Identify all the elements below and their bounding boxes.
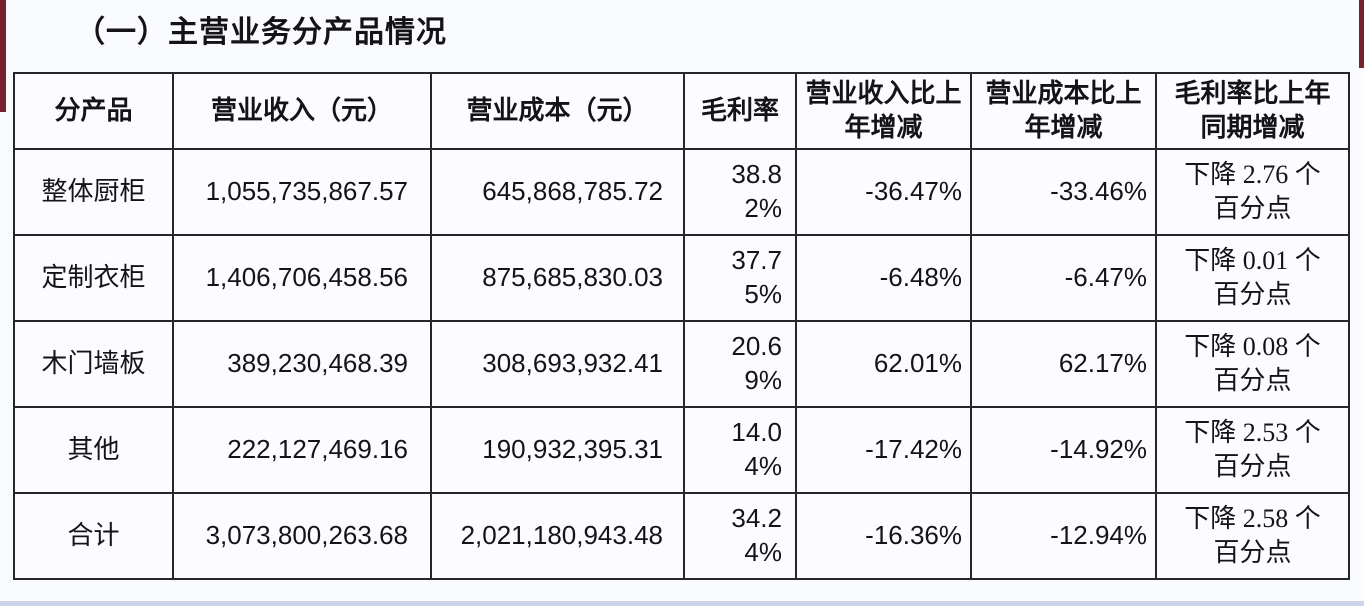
cost-cell: 308,693,932.41	[430, 320, 685, 408]
revenue-yoy-cell: -36.47%	[795, 148, 972, 236]
table-row-wardrobes: 定制衣柜 1,406,706,458.56 875,685,830.03 37.…	[13, 234, 1350, 322]
cost-cell: 875,685,830.03	[430, 234, 685, 322]
revenue-yoy-cell: -17.42%	[795, 406, 972, 494]
header-margin-yoy: 毛利率比上年同期增减	[1155, 72, 1350, 150]
cost-yoy-cell: -14.92%	[970, 406, 1157, 494]
margin-yoy-cell: 下降 0.01 个百分点	[1155, 234, 1350, 322]
table-row-total: 合计 3,073,800,263.68 2,021,180,943.48 34.…	[13, 492, 1350, 580]
product-table: 分产品 营业收入（元） 营业成本（元） 毛利率 营业收入比上年增减 营业成本比上…	[13, 72, 1350, 580]
table-row-kitchen-cabinets: 整体厨柜 1,055,735,867.57 645,868,785.72 38.…	[13, 148, 1350, 236]
header-revenue-yoy: 营业收入比上年增减	[795, 72, 972, 150]
table-row-doors-panels: 木门墙板 389,230,468.39 308,693,932.41 20.69…	[13, 320, 1350, 408]
revenue-yoy-cell: -16.36%	[795, 492, 972, 580]
table-row-other: 其他 222,127,469.16 190,932,395.31 14.04% …	[13, 406, 1350, 494]
product-cell: 木门墙板	[13, 320, 174, 408]
revenue-cell: 1,406,706,458.56	[172, 234, 432, 322]
header-row: 分产品 营业收入（元） 营业成本（元） 毛利率 营业收入比上年增减 营业成本比上…	[13, 72, 1350, 150]
cost-cell: 190,932,395.31	[430, 406, 685, 494]
bottom-edge-accent	[0, 601, 1364, 606]
cost-cell: 2,021,180,943.48	[430, 492, 685, 580]
page-title: （一）主营业务分产品情况	[75, 16, 447, 49]
gross-margin-cell: 14.04%	[683, 406, 797, 494]
left-edge-accent	[0, 0, 6, 112]
revenue-cell: 3,073,800,263.68	[172, 492, 432, 580]
header-cost-yoy: 营业成本比上年增减	[970, 72, 1157, 150]
margin-yoy-cell: 下降 2.58 个百分点	[1155, 492, 1350, 580]
margin-yoy-cell: 下降 2.76 个百分点	[1155, 148, 1350, 236]
cost-yoy-cell: -6.47%	[970, 234, 1157, 322]
gross-margin-cell: 37.75%	[683, 234, 797, 322]
gross-margin-cell: 38.82%	[683, 148, 797, 236]
cost-yoy-cell: -12.94%	[970, 492, 1157, 580]
gross-margin-cell: 34.24%	[683, 492, 797, 580]
header-product: 分产品	[13, 72, 174, 150]
gross-margin-cell: 20.69%	[683, 320, 797, 408]
product-cell: 其他	[13, 406, 174, 494]
margin-yoy-cell: 下降 0.08 个百分点	[1155, 320, 1350, 408]
product-cell: 整体厨柜	[13, 148, 174, 236]
header-revenue: 营业收入（元）	[172, 72, 432, 150]
product-cell: 定制衣柜	[13, 234, 174, 322]
cost-yoy-cell: -33.46%	[970, 148, 1157, 236]
revenue-yoy-cell: 62.01%	[795, 320, 972, 408]
header-cost: 营业成本（元）	[430, 72, 685, 150]
right-edge-accent	[1359, 0, 1364, 68]
revenue-yoy-cell: -6.48%	[795, 234, 972, 322]
revenue-cell: 389,230,468.39	[172, 320, 432, 408]
header-gross-margin: 毛利率	[683, 72, 797, 150]
cost-cell: 645,868,785.72	[430, 148, 685, 236]
revenue-cell: 222,127,469.16	[172, 406, 432, 494]
margin-yoy-cell: 下降 2.53 个百分点	[1155, 406, 1350, 494]
cost-yoy-cell: 62.17%	[970, 320, 1157, 408]
revenue-cell: 1,055,735,867.57	[172, 148, 432, 236]
product-cell: 合计	[13, 492, 174, 580]
